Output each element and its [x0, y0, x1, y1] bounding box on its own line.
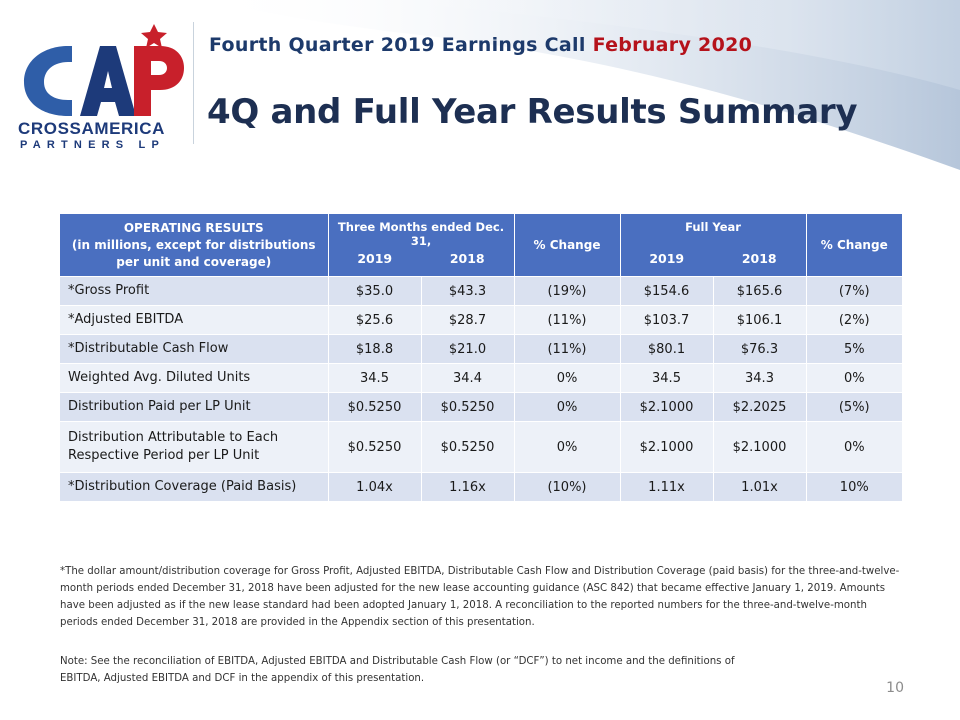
row-label: Distribution Attributable to Each Respec… — [60, 421, 329, 473]
table-header-row: OPERATING RESULTS (in millions, except f… — [60, 214, 902, 277]
q-change-cell: (11%) — [514, 305, 621, 335]
y-change-cell: 10% — [806, 472, 902, 501]
table-row-distribution-paid: Distribution Paid per LP Unit $0.5250 $0… — [60, 392, 902, 422]
row-label: *Gross Profit — [60, 276, 329, 306]
table-row-distributable-cash-flow: *Distributable Cash Flow $18.8 $21.0 (11… — [60, 334, 902, 364]
q2019-cell: $0.5250 — [328, 392, 422, 422]
q2018-cell: $43.3 — [421, 276, 515, 306]
y-change-cell: 0% — [806, 421, 902, 473]
y2019-cell: $154.6 — [620, 276, 714, 306]
table-row-adjusted-ebitda: *Adjusted EBITDA $25.6 $28.7 (11%) $103.… — [60, 305, 902, 335]
row-label: Distribution Paid per LP Unit — [60, 392, 329, 422]
y-change-cell: (2%) — [806, 305, 902, 335]
header-operating-line2: (in millions, except for distributions — [71, 237, 316, 252]
page-number: 10 — [886, 680, 904, 696]
y2018-cell: $165.6 — [713, 276, 807, 306]
header-full-year-label: Full Year — [685, 220, 741, 234]
q2019-cell: 34.5 — [328, 363, 422, 393]
header-q-year-a: 2019 — [357, 251, 393, 266]
y2018-cell: 34.3 — [713, 363, 807, 393]
page-title: 4Q and Full Year Results Summary — [207, 92, 858, 132]
q2018-cell: $0.5250 — [421, 421, 515, 473]
subtitle-main: Fourth Quarter 2019 Earnings Call — [209, 34, 586, 56]
q-change-cell: 0% — [514, 421, 621, 473]
header-swoosh — [200, 0, 960, 193]
q2018-cell: $0.5250 — [421, 392, 515, 422]
subtitle-date: February 2020 — [592, 34, 753, 56]
y2018-cell: $2.1000 — [713, 421, 807, 473]
y2019-cell: 1.11x — [620, 472, 714, 501]
y-change-cell: 0% — [806, 363, 902, 393]
header-q-pct-change: % Change — [514, 214, 621, 277]
table-row-gross-profit: *Gross Profit $35.0 $43.3 (19%) $154.6 $… — [60, 276, 902, 306]
logo-line2: PARTNERS LP — [20, 139, 165, 150]
q2018-cell: $28.7 — [421, 305, 515, 335]
q-change-cell: (11%) — [514, 334, 621, 364]
header-operating-line3: per unit and coverage) — [116, 254, 272, 269]
header-operating-results: OPERATING RESULTS (in millions, except f… — [60, 214, 329, 277]
q2019-cell: $18.8 — [328, 334, 422, 364]
presentation-subtitle: Fourth Quarter 2019 Earnings Call Februa… — [209, 34, 752, 56]
q2018-cell: 1.16x — [421, 472, 515, 501]
reconciliation-note: Note: See the reconciliation of EBITDA, … — [60, 656, 735, 684]
q-change-cell: (19%) — [514, 276, 621, 306]
y-change-cell: (7%) — [806, 276, 902, 306]
crossamerica-logo: CROSSAMERICA PARTNERS LP — [18, 24, 184, 150]
q2018-cell: $21.0 — [421, 334, 515, 364]
q2019-cell: $0.5250 — [328, 421, 422, 473]
y2018-cell: $76.3 — [713, 334, 807, 364]
q2018-cell: 34.4 — [421, 363, 515, 393]
row-label: *Distribution Coverage (Paid Basis) — [60, 472, 329, 501]
y2018-cell: $2.2025 — [713, 392, 807, 422]
y2019-cell: $2.1000 — [620, 421, 714, 473]
y2019-cell: $2.1000 — [620, 392, 714, 422]
y2019-cell: $80.1 — [620, 334, 714, 364]
row-label: *Adjusted EBITDA — [60, 305, 329, 335]
y-change-cell: (5%) — [806, 392, 902, 422]
q-change-cell: 0% — [514, 363, 621, 393]
header-q-year-b: 2018 — [449, 251, 485, 266]
y-change-cell: 5% — [806, 334, 902, 364]
q-change-cell: 0% — [514, 392, 621, 422]
y2018-cell: 1.01x — [713, 472, 807, 501]
logo-divider — [193, 22, 194, 144]
q-change-cell: (10%) — [514, 472, 621, 501]
y2019-cell: 34.5 — [620, 363, 714, 393]
header-three-months-label: Three Months ended Dec. 31, — [337, 220, 505, 248]
header-operating-line1: OPERATING RESULTS — [123, 220, 264, 235]
table-row-distribution-coverage: *Distribution Coverage (Paid Basis) 1.04… — [60, 472, 902, 501]
header-y-year-b: 2018 — [741, 251, 777, 266]
header-three-months: Three Months ended Dec. 31, 2019 2018 — [328, 214, 515, 277]
q2019-cell: $25.6 — [328, 305, 422, 335]
table-row-weighted-units: Weighted Avg. Diluted Units 34.5 34.4 0%… — [60, 363, 902, 393]
row-label: Weighted Avg. Diluted Units — [60, 363, 329, 393]
header-full-year: Full Year 2019 2018 — [620, 214, 807, 277]
q2019-cell: $35.0 — [328, 276, 422, 306]
row-label: *Distributable Cash Flow — [60, 334, 329, 364]
results-table: OPERATING RESULTS (in millions, except f… — [60, 214, 902, 501]
header-y-pct-change: % Change — [806, 214, 902, 277]
header-y-year-a: 2019 — [649, 251, 685, 266]
adjustment-footnote: *The dollar amount/distribution coverage… — [60, 566, 900, 628]
y2019-cell: $103.7 — [620, 305, 714, 335]
logo-line1: CROSSAMERICA — [18, 119, 165, 138]
y2018-cell: $106.1 — [713, 305, 807, 335]
table-row-distribution-attributable: Distribution Attributable to Each Respec… — [60, 421, 902, 473]
q2019-cell: 1.04x — [328, 472, 422, 501]
